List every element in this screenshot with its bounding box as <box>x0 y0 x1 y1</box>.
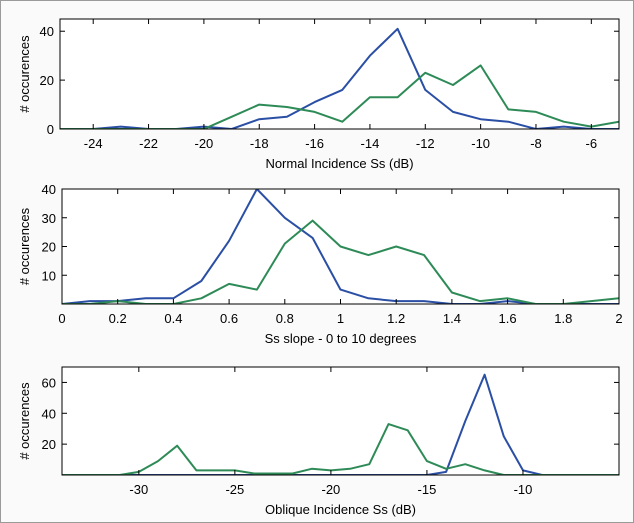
y-tick-label: 40 <box>42 406 56 421</box>
x-tick-label: 0.2 <box>109 311 127 326</box>
y-tick-label: 40 <box>42 182 56 197</box>
chart-panel-3: -30 -25 -20 -15 -10 20 40 60 Oblique Incidence S… <box>17 366 620 517</box>
x-tick-label: -16 <box>305 136 324 151</box>
x-tick-label: 0.4 <box>164 311 182 326</box>
y-tick-label: 30 <box>42 211 56 226</box>
x-tick-label: -8 <box>530 136 542 151</box>
y-axis-label: # occurences <box>17 35 32 113</box>
axes-frame <box>61 366 620 476</box>
axes-frame <box>59 18 620 130</box>
x-tick-label: -18 <box>250 136 269 151</box>
y-axis-label: # occurences <box>17 207 32 285</box>
x-axis-label: Normal Incidence Ss (dB) <box>265 156 413 171</box>
x-tick-label: -30 <box>129 482 148 497</box>
x-tick-label: -20 <box>321 482 340 497</box>
y-axis-label: # occurences <box>17 382 32 460</box>
y-tick-label: 20 <box>40 73 54 88</box>
x-tick-label: -15 <box>418 482 437 497</box>
x-tick-label: -20 <box>195 136 214 151</box>
chart-panel-2: 0 0.2 0.4 0.6 0.8 1 1.2 1.4 1.6 1.8 2 10 20 30 40 Ss sl… <box>17 182 623 346</box>
x-tick-label: -25 <box>225 482 244 497</box>
x-tick-label: -6 <box>586 136 598 151</box>
x-tick-label: 2 <box>615 311 622 326</box>
series-line-1 <box>60 27 619 129</box>
x-tick-label: 1.6 <box>499 311 517 326</box>
y-tick-label: 10 <box>42 268 56 283</box>
x-tick-label: -10 <box>514 482 533 497</box>
plot-area <box>62 367 619 475</box>
x-tick-label: 1 <box>337 311 344 326</box>
y-tick-label: 20 <box>42 437 56 452</box>
y-tick-label: 20 <box>42 240 56 255</box>
x-tick-label: -12 <box>416 136 435 151</box>
series-line-2 <box>60 64 619 129</box>
x-tick-label: 1.8 <box>554 311 572 326</box>
y-tick-label: 60 <box>42 375 56 390</box>
x-tick-label: 1.2 <box>387 311 405 326</box>
x-tick-label: 0 <box>58 311 65 326</box>
series-line-2 <box>62 423 619 475</box>
x-tick-label: 0.6 <box>220 311 238 326</box>
chart-panel-1: -24 -22 -20 -18 -16 -14 -12 -10 -8 -6 0 20 40 Normal … <box>17 18 620 171</box>
series-line-1 <box>62 373 619 475</box>
x-tick-label: 0.8 <box>276 311 294 326</box>
x-axis-label: Ss slope - 0 to 10 degrees <box>265 331 417 346</box>
series-line-2 <box>62 219 619 304</box>
y-tick-label: 0 <box>47 122 54 137</box>
y-tick-label: 40 <box>40 24 54 39</box>
x-tick-label: -22 <box>139 136 158 151</box>
x-tick-label: -14 <box>361 136 380 151</box>
x-axis-label: Oblique Incidence Ss (dB) <box>265 502 416 517</box>
x-tick-label: -10 <box>471 136 490 151</box>
x-tick-label: -24 <box>84 136 103 151</box>
x-tick-label: 1.4 <box>443 311 461 326</box>
